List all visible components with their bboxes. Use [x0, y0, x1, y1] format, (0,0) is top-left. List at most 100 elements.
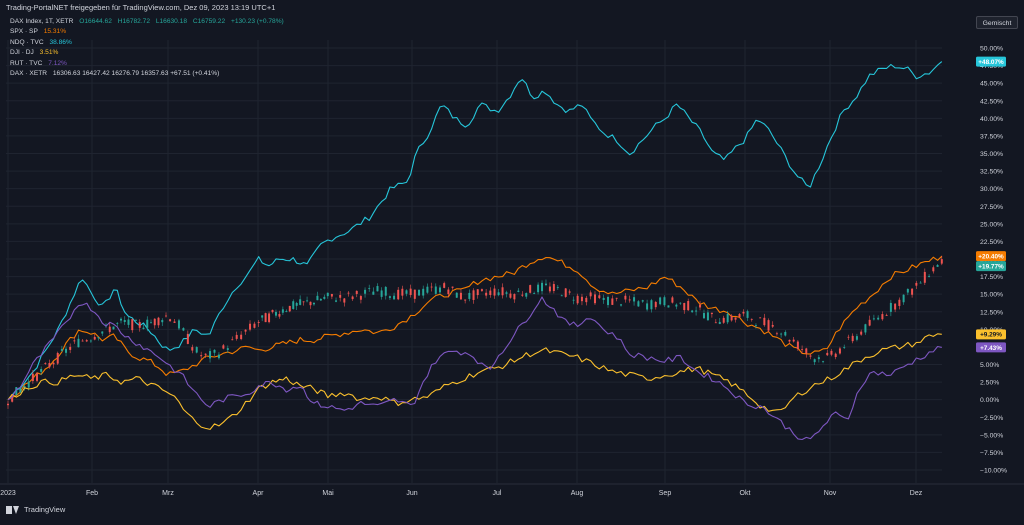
- series-4: [7, 296, 942, 441]
- legend-row-rut[interactable]: RUT · TVC 7.12%: [10, 59, 288, 69]
- candle-body: [834, 353, 837, 358]
- candle-body: [780, 333, 783, 335]
- series-line[interactable]: [7, 61, 943, 401]
- candle-body: [513, 294, 516, 300]
- candle-body: [60, 349, 63, 351]
- candle-body: [359, 296, 362, 300]
- candle-body: [624, 295, 627, 300]
- candle-body: [451, 286, 454, 288]
- candle-body: [364, 289, 367, 294]
- x-tick-label: Jul: [493, 490, 502, 497]
- candle-body: [679, 302, 682, 304]
- candle-body: [517, 290, 520, 292]
- legend-main: DAX Index, 1T, XETR O16644.62 H16782.72 …: [10, 17, 288, 27]
- badge-label: +48.07%: [978, 59, 1004, 66]
- candle-body: [302, 301, 305, 303]
- badge-label: +20.40%: [978, 254, 1004, 261]
- candle-body: [830, 350, 833, 355]
- candle-body: [138, 322, 141, 328]
- x-tick-label: Mai: [322, 490, 334, 497]
- candle-body: [809, 355, 812, 357]
- candle-body: [422, 288, 425, 296]
- candle-body: [85, 340, 88, 342]
- candle-body: [641, 300, 644, 302]
- candle-body: [268, 313, 271, 323]
- footer-brand[interactable]: TradingView: [6, 505, 65, 514]
- candle-body: [116, 322, 119, 324]
- candle-body: [306, 300, 309, 302]
- y-tick-label: 30.00%: [980, 186, 1003, 193]
- candle-body: [576, 295, 579, 304]
- candle-body: [372, 291, 375, 295]
- candle-body: [493, 288, 496, 296]
- legend-row-ndq[interactable]: NDQ · TVC 38.86%: [10, 38, 288, 48]
- candle-body: [177, 320, 180, 329]
- candle-body: [278, 314, 281, 317]
- candle-body: [40, 368, 43, 372]
- candle-body: [872, 318, 875, 320]
- last-value-badge: +7.43%: [976, 342, 1006, 353]
- legend-main-symbol: DAX Index, 1T, XETR: [10, 18, 74, 25]
- candle-body: [135, 320, 138, 321]
- x-tick-label: Dez: [910, 490, 923, 497]
- x-tick-label: Aug: [571, 490, 584, 497]
- y-tick-label: 32.50%: [980, 169, 1003, 176]
- legend-row-spx[interactable]: SPX · SP 15.31%: [10, 27, 288, 37]
- candle-body: [335, 300, 338, 302]
- candle-body: [940, 259, 943, 264]
- legend-row-dax[interactable]: DAX · XETR 16306.63 16427.42 16276.79 16…: [10, 69, 288, 79]
- candle-body: [742, 311, 745, 314]
- candle-body: [476, 289, 479, 296]
- candle-body: [525, 293, 528, 297]
- candle-body: [702, 313, 705, 319]
- candle-body: [928, 276, 931, 277]
- candle-body: [312, 302, 315, 305]
- candle-body: [438, 287, 441, 293]
- candle-body: [710, 312, 713, 315]
- candle-body: [695, 310, 698, 312]
- candle-body: [127, 319, 130, 325]
- candle-body: [434, 286, 437, 294]
- candle-body: [339, 295, 342, 298]
- candle-body: [548, 286, 551, 292]
- candle-body: [459, 292, 462, 300]
- candle-body: [911, 288, 914, 295]
- candle-body: [93, 336, 96, 340]
- y-tick-label: −5.00%: [980, 432, 1003, 439]
- legend-row-dji[interactable]: DJI · DJ 3.51%: [10, 48, 288, 58]
- candle-body: [447, 289, 450, 295]
- candle-body: [73, 340, 76, 342]
- candle-body: [738, 314, 741, 318]
- legend: DAX Index, 1T, XETR O16644.62 H16782.72 …: [10, 17, 288, 79]
- series-line[interactable]: [7, 296, 942, 441]
- candle-body: [864, 324, 867, 333]
- candle-body: [388, 296, 391, 298]
- candle-body: [838, 348, 841, 354]
- candle-body: [763, 317, 766, 326]
- candle-body: [323, 296, 326, 299]
- candle-body: [750, 318, 753, 320]
- scale-mode-button[interactable]: Gemischt: [976, 16, 1018, 29]
- candle-body: [851, 335, 854, 342]
- candle-body: [784, 331, 787, 336]
- series-2: [7, 255, 943, 409]
- candle-body: [443, 283, 446, 288]
- candle-body: [261, 315, 264, 318]
- legend-label-rut: RUT · TVC: [10, 59, 43, 67]
- candle-body: [633, 297, 636, 302]
- candle-body: [699, 304, 702, 308]
- candle-body: [556, 286, 559, 288]
- candle-body: [222, 345, 225, 349]
- candle-body: [501, 287, 504, 296]
- candle-body: [409, 288, 412, 295]
- candle-body: [131, 319, 134, 331]
- series-line[interactable]: [7, 333, 942, 430]
- series-line[interactable]: [7, 255, 943, 401]
- y-tick-label: 17.50%: [980, 274, 1003, 281]
- candle-body: [659, 297, 662, 305]
- series-layer: [7, 61, 943, 441]
- x-tick-label: Nov: [824, 490, 837, 497]
- candle-body: [788, 339, 791, 342]
- candle-body: [919, 282, 922, 284]
- badge-label: +19.77%: [978, 264, 1004, 271]
